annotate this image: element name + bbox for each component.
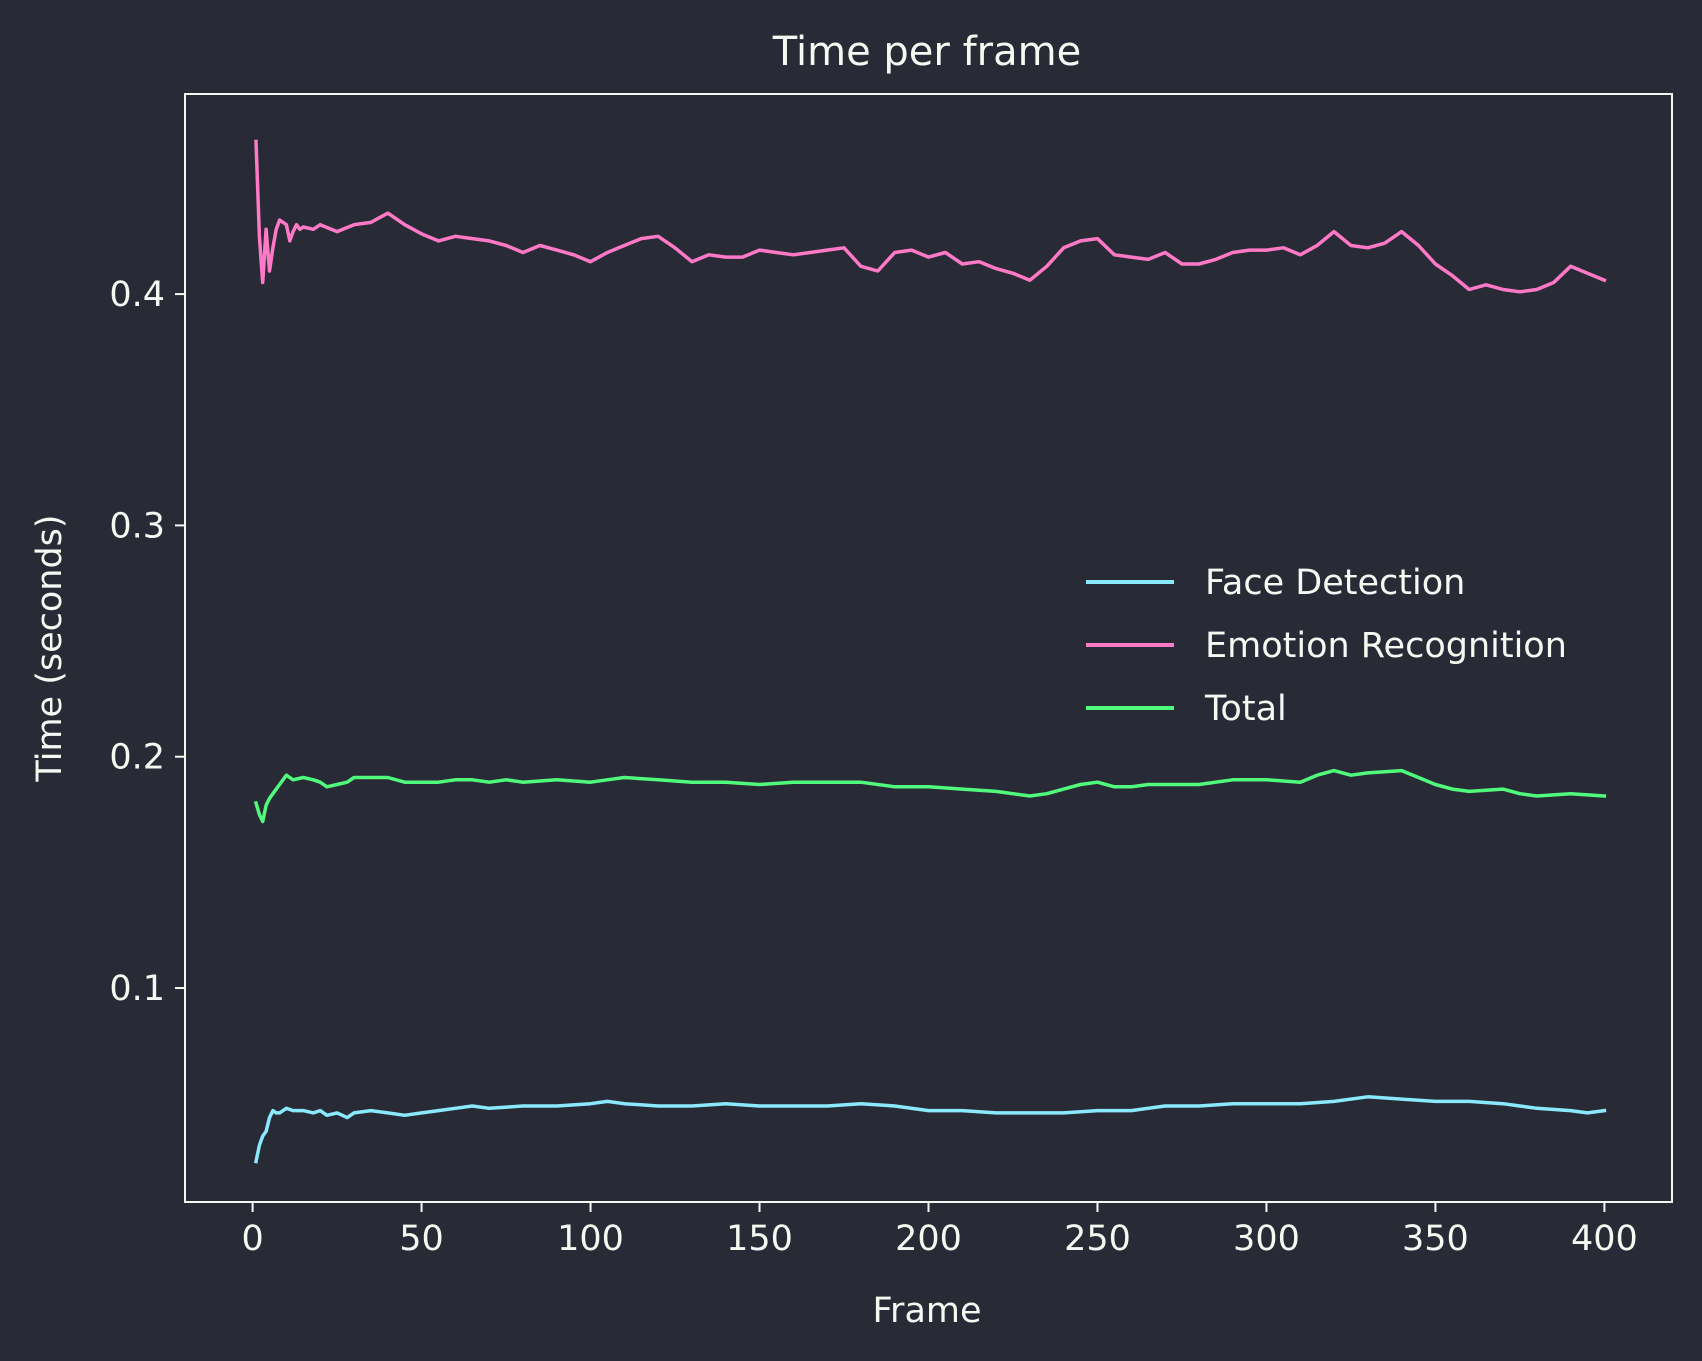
plot-area — [184, 93, 1673, 1203]
legend: Face Detection Emotion Recognition Total — [1086, 563, 1567, 729]
chart-title: Time per frame — [772, 29, 1081, 75]
x-tick-label: 50 — [399, 1219, 444, 1259]
legend-label-2: Emotion Recognition — [1205, 626, 1567, 666]
x-axis: 0 50 100 150 200 250 300 350 400 — [241, 1202, 1638, 1259]
series-group — [253, 139, 1607, 1164]
x-tick-label: 250 — [1064, 1219, 1131, 1259]
y-axis: 0.1 0.2 0.3 0.4 — [109, 275, 185, 1009]
x-tick-label: 300 — [1233, 1219, 1300, 1259]
series-line-3 — [253, 768, 1607, 824]
x-tick-label: 200 — [895, 1219, 962, 1259]
y-tick-label: 0.1 — [109, 969, 165, 1009]
y-tick-label: 0.2 — [109, 738, 165, 778]
x-tick-label: 100 — [557, 1219, 624, 1259]
x-tick-label: 350 — [1402, 1219, 1469, 1259]
series-line-1 — [253, 1095, 1607, 1164]
x-tick-label: 0 — [241, 1219, 263, 1259]
x-tick-label: 150 — [726, 1219, 793, 1259]
legend-label-1: Face Detection — [1205, 563, 1465, 603]
legend-label-3: Total — [1204, 689, 1287, 729]
x-axis-label: Frame — [872, 1291, 981, 1331]
y-axis-label: Time (seconds) — [30, 514, 70, 782]
y-tick-label: 0.4 — [109, 275, 165, 315]
y-tick-label: 0.3 — [109, 506, 165, 546]
series-line-2 — [254, 139, 1607, 294]
x-tick-label: 400 — [1571, 1219, 1638, 1259]
